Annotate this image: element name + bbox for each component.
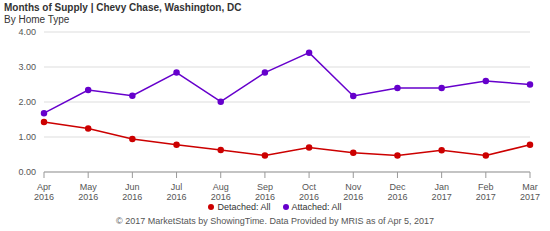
svg-text:0.00: 0.00 bbox=[18, 167, 36, 177]
html-text:Attached: All: Attached: All bbox=[291, 202, 342, 212]
svg-text:Apr2016: Apr2016 bbox=[34, 182, 54, 202]
html-text:Months of Supply | Chevy Chase: Months of Supply | Chevy Chase, Washingt… bbox=[4, 2, 242, 13]
svg-text:Jan2017: Jan2017 bbox=[432, 182, 452, 202]
svg-text:Oct2016: Oct2016 bbox=[299, 182, 319, 202]
svg-text:Jun2016: Jun2016 bbox=[122, 182, 142, 202]
svg-text:Dec2016: Dec2016 bbox=[387, 182, 407, 202]
svg-text:Aug2016: Aug2016 bbox=[211, 182, 231, 202]
html-text:By Home Type: By Home Type bbox=[4, 14, 70, 25]
svg-text:Feb2017: Feb2017 bbox=[476, 182, 496, 202]
svg-text:Nov2016: Nov2016 bbox=[343, 182, 363, 202]
svg-text:2.00: 2.00 bbox=[18, 97, 36, 107]
svg-text:1.00: 1.00 bbox=[18, 132, 36, 142]
svg-text:Mar2017: Mar2017 bbox=[520, 182, 540, 202]
svg-text:May2016: May2016 bbox=[78, 182, 98, 202]
html-text:© 2017 MarketStats by ShowingT: © 2017 MarketStats by ShowingTime. Data … bbox=[116, 216, 434, 226]
svg-text:4.00: 4.00 bbox=[18, 27, 36, 37]
html-text:Detached: All: Detached: All bbox=[217, 202, 271, 212]
svg-text:Jul2016: Jul2016 bbox=[167, 182, 187, 202]
svg-text:Sep2016: Sep2016 bbox=[255, 182, 275, 202]
svg-text:3.00: 3.00 bbox=[18, 62, 36, 72]
